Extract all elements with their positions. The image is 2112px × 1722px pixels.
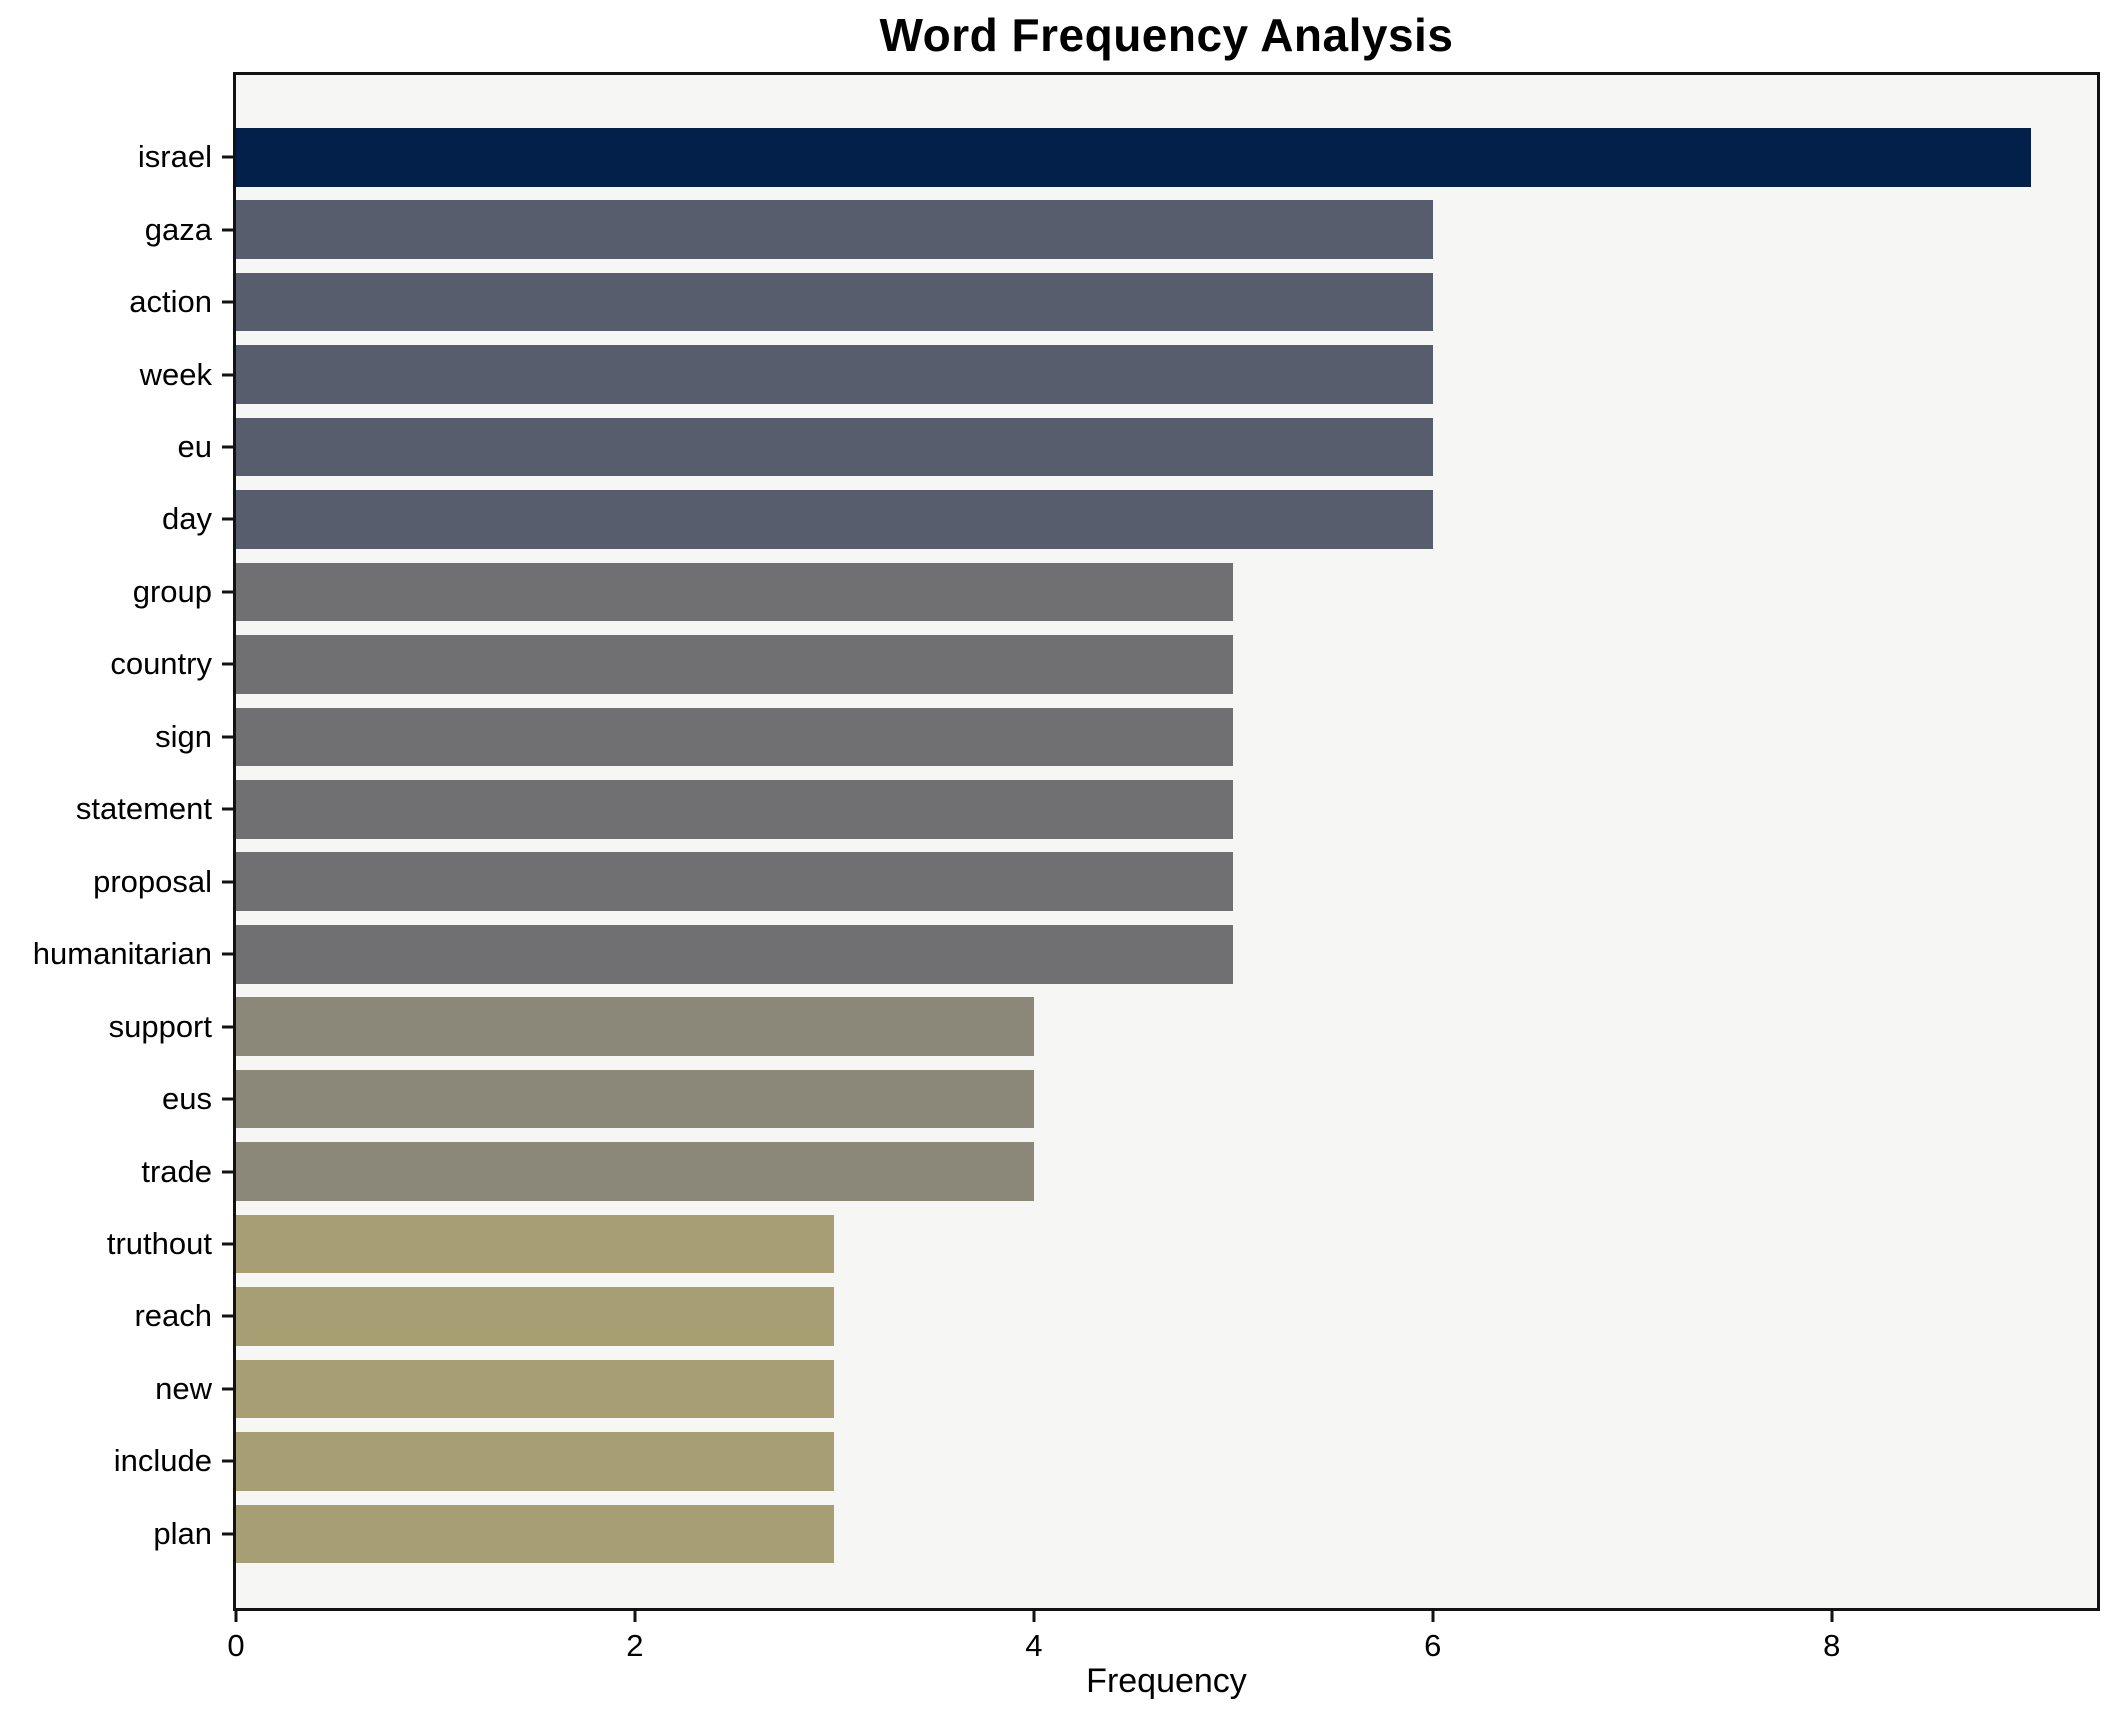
x-tick-label: 4 [1025,1628,1043,1663]
y-tick-mark [222,373,233,377]
bar [236,779,1234,839]
bar-row: statement [76,773,2097,845]
y-tick-mark [222,1097,233,1101]
bar [236,417,1433,477]
bar-row: new [155,1353,2097,1425]
bar [236,852,1234,912]
y-tick-mark [222,1387,233,1391]
y-tick-mark [222,1459,233,1463]
bar [236,1504,835,1564]
bar-row: eus [162,1063,2097,1135]
y-tick-label: include [113,1443,212,1479]
y-tick-label: trade [141,1153,212,1189]
y-tick-mark [222,1532,233,1536]
y-tick-label: action [129,284,212,320]
bar-row: eu [178,411,2097,483]
y-tick-label: sign [155,718,212,754]
y-tick-mark [222,228,233,232]
y-tick-mark [222,662,233,666]
bar [236,1069,1034,1129]
bar-row: country [110,628,2097,700]
bar [236,1214,835,1274]
bar [236,562,1234,622]
bars: israel gaza action week eu day group country sig… [33,75,2097,1608]
chart-title: Word Frequency Analysis [879,9,1454,61]
y-tick-label: day [162,501,212,537]
y-tick-mark [222,155,233,159]
x-tick-label: 8 [1823,1628,1841,1663]
bar-row: action [129,266,2097,338]
bar [236,345,1433,404]
y-tick-label: country [110,646,212,682]
bar [236,635,1234,694]
bar [236,924,1234,984]
y-tick-mark [222,1025,233,1029]
y-tick-mark [222,1242,233,1246]
bar-row: humanitarian [33,918,2097,990]
y-tick-label: humanitarian [32,936,212,972]
x-tick-mark [1830,1611,1834,1622]
x-tick-label: 0 [227,1628,245,1663]
y-tick-label: group [132,573,212,609]
x-tick-mark [633,1611,637,1622]
y-tick-mark [222,952,233,956]
bar [236,1432,835,1491]
y-tick-label: plan [153,1515,212,1551]
y-tick-label: reach [134,1298,212,1334]
y-tick-mark [222,880,233,884]
y-tick-mark [222,735,233,739]
bar-row: reach [134,1280,2097,1352]
y-tick-mark [222,1314,233,1318]
y-tick-mark [222,590,233,594]
y-tick-label: israel [137,139,212,175]
bar [236,272,1433,332]
bar-row: sign [155,701,2097,773]
y-tick-label: new [155,1370,212,1406]
x-tick-mark [234,1611,238,1622]
bar-row: week [140,338,2097,410]
bar-row: day [162,483,2097,555]
x-tick-label: 6 [1424,1628,1442,1663]
x-tick-mark [1032,1611,1036,1622]
bar-row: plan [153,1498,2097,1570]
bar-row: group [133,556,2097,628]
bar [236,200,1433,260]
bar-row: gaza [145,193,2097,265]
y-tick-mark [222,517,233,521]
y-tick-label: eus [162,1081,212,1117]
y-tick-mark [222,1170,233,1174]
bar-row: truthout [107,1208,2097,1280]
y-tick-label: gaza [144,211,212,247]
y-tick-label: statement [75,791,212,827]
bar-row: proposal [93,846,2097,918]
x-tick-mark [1431,1611,1435,1622]
bar-row: israel [138,121,2097,193]
y-tick-label: eu [177,429,212,465]
y-tick-label: proposal [93,863,212,899]
x-tick-label: 2 [626,1628,644,1663]
plot-area: israel gaza action week eu day group country sig… [33,72,2100,1663]
y-tick-mark [222,807,233,811]
bar [236,127,2032,187]
bar-row: include [114,1425,2097,1497]
y-tick-label: truthout [106,1226,212,1262]
y-tick-label: week [139,356,212,392]
y-tick-mark [222,445,233,449]
y-tick-label: support [108,1008,212,1044]
bar [236,1142,1034,1201]
bar-row: support [109,990,2097,1062]
bar [236,1359,835,1419]
bar [236,707,1234,767]
bar [236,997,1034,1056]
y-tick-mark [222,300,233,304]
bar [236,490,1433,549]
x-axis-label: Frequency [1086,1662,1247,1700]
bar-row: trade [141,1135,2097,1207]
bar [236,1287,835,1346]
